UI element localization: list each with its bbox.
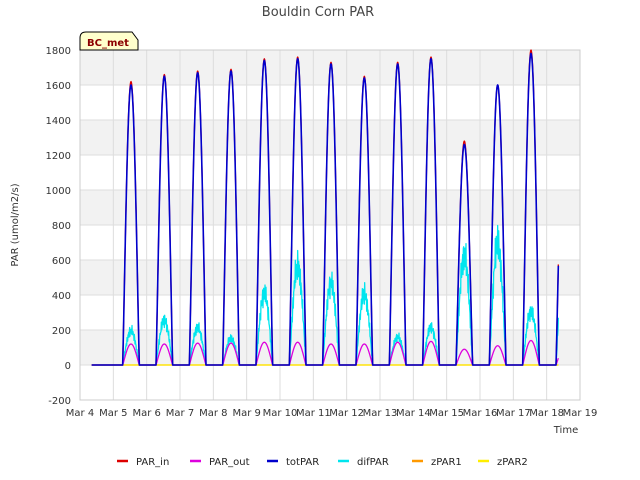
y-tick-label: 1600 [46,81,71,92]
x-tick-label: Mar 15 [429,408,464,419]
y-tick-label: 1200 [46,151,71,162]
grid-band [80,190,580,225]
legend-label: zPAR2 [497,457,528,468]
legend-item-totpar: totPAR [267,457,319,468]
legend-item-zpar2: zPAR2 [478,457,528,468]
x-tick-label: Mar 14 [396,408,431,419]
y-tick-label: 800 [52,221,71,232]
legend-item-zpar1: zPAR1 [412,457,462,468]
x-axis-ticks: Mar 4 Mar 5 Mar 6 Mar 7 Mar 8 Mar 9 Mar 10Mar … [66,408,598,419]
x-tick-label: Mar 12 [329,408,364,419]
x-tick-label: Mar 19 [563,408,598,419]
y-tick-label: 200 [52,326,71,337]
y-tick-label: 0 [65,361,71,372]
series-line-totpar [91,52,560,366]
x-tick-label: Mar 17 [496,408,531,419]
x-tick-label: Mar 9 [232,408,260,419]
x-tick-label: Mar 6 [132,408,160,419]
legend-label: totPAR [286,457,319,468]
x-tick-label: Mar 5 [99,408,127,419]
y-tick-label: 1400 [46,116,71,127]
y-axis-title: PAR (umol/m2/s) [10,183,21,266]
x-tick-label: Mar 18 [529,408,564,419]
x-tick-label: Mar 11 [296,408,331,419]
grid-band [80,120,580,155]
legend-label: difPAR [357,457,389,468]
station-badge: BC_met [79,31,139,51]
badge-box [79,31,139,51]
y-tick-label: 1000 [46,186,71,197]
legend: PAR_in PAR_out totPAR difPAR zPAR1 zPAR2 [117,457,528,468]
legend-label: zPAR1 [431,457,462,468]
x-tick-label: Mar 16 [463,408,498,419]
x-tick-label: Mar 10 [263,408,298,419]
y-tick-label: 600 [52,256,71,267]
plot-frame [79,49,581,401]
legend-label: PAR_in [136,457,169,468]
grid-band [80,330,580,365]
badge-label: BC_met [87,38,129,49]
legend-item-par-out: PAR_out [190,457,250,468]
y-tick-label: 400 [52,291,71,302]
x-axis-title: Time [553,425,578,436]
y-tick-label: -200 [48,396,71,407]
legend-item-difpar: difPAR [338,457,389,468]
x-tick-label: Mar 13 [363,408,398,419]
x-tick-label: Mar 7 [166,408,194,419]
y-tick-label: 1800 [46,46,71,57]
y-axis-ticks: -200 0 200 400 600 800 1000 1200 1400 1600 1800 [46,46,71,407]
legend-label: PAR_out [209,457,250,468]
x-tick-label: Mar 8 [199,408,227,419]
x-tick-label: Mar 4 [66,408,94,419]
legend-item-par-in: PAR_in [117,457,169,468]
chart-title: Bouldin Corn PAR [262,5,374,20]
series-layer [91,49,560,366]
